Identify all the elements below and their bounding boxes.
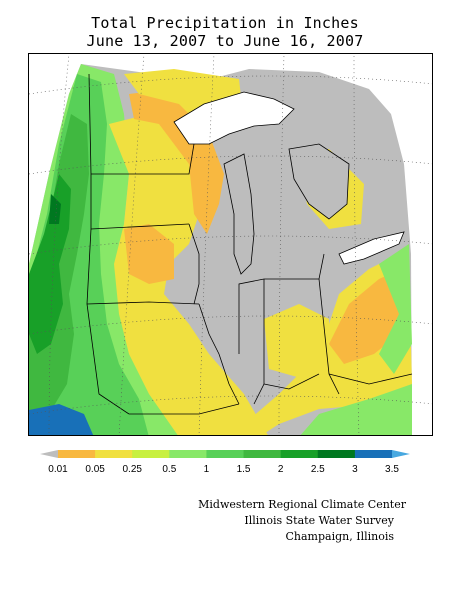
credit-center: Midwestern Regional Climate Center bbox=[198, 498, 406, 511]
zone-yellow-west bbox=[109, 114, 268, 435]
legend-label: 1 bbox=[203, 464, 210, 475]
zone-2-5-west bbox=[29, 174, 71, 354]
lake-huron bbox=[288, 143, 350, 220]
legend-label: 1.5 bbox=[236, 464, 251, 475]
legend-label: 0.01 bbox=[48, 464, 68, 475]
zone-orange-west bbox=[124, 224, 174, 284]
legend-swatch-4 bbox=[169, 450, 207, 458]
legend-swatch-9 bbox=[354, 450, 393, 458]
map-title: Total Precipitation in Inches bbox=[91, 14, 359, 32]
zone-yellow-indiana bbox=[264, 304, 329, 379]
legend-label: 3 bbox=[352, 464, 358, 475]
legend-label: 2 bbox=[277, 464, 284, 475]
map-frame bbox=[28, 53, 433, 436]
zone-green-se bbox=[300, 384, 412, 435]
state-boundaries bbox=[86, 73, 413, 415]
map-date-range: June 13, 2007 to June 16, 2007 bbox=[86, 32, 364, 50]
legend-swatch-3 bbox=[132, 450, 170, 458]
lake-superior bbox=[173, 91, 295, 145]
lake-michigan bbox=[223, 153, 255, 275]
credit-survey: Illinois State Water Survey bbox=[244, 514, 394, 527]
lake-erie bbox=[338, 231, 405, 265]
legend-swatch-8 bbox=[317, 450, 356, 458]
legend-swatch-2 bbox=[95, 450, 133, 458]
precipitation-map bbox=[29, 54, 432, 435]
legend-swatch-7 bbox=[280, 450, 319, 458]
legend-label: 0.25 bbox=[122, 464, 142, 475]
legend-swatch-6 bbox=[243, 450, 282, 458]
legend-swatch-0 bbox=[40, 450, 58, 458]
legend-label: 3.5 bbox=[385, 464, 399, 475]
legend-colorbar bbox=[40, 450, 410, 458]
legend-swatch-1 bbox=[58, 450, 96, 458]
legend-swatch-10 bbox=[392, 450, 410, 458]
zone-3-west bbox=[49, 194, 61, 224]
zone-green-east bbox=[379, 244, 412, 374]
legend-label: 0.5 bbox=[162, 464, 177, 475]
credit-location: Champaign, Illinois bbox=[285, 530, 395, 543]
legend-swatch-5 bbox=[206, 450, 245, 458]
legend-label: 2.5 bbox=[310, 464, 325, 475]
legend-label: 0.05 bbox=[85, 464, 105, 475]
precipitation-legend: 0.01 0.05 0.25 0.5 1 1.5 2 2.5 3 3.5 bbox=[40, 448, 410, 478]
